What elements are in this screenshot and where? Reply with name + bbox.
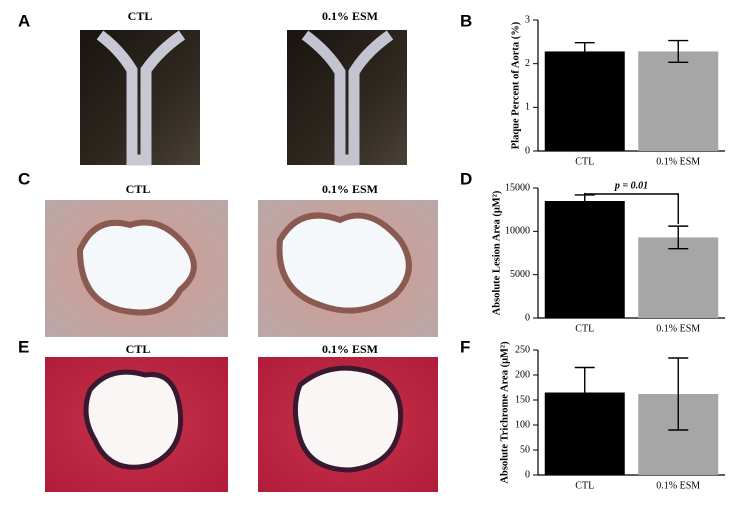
x-tick-label: 0.1% ESM — [656, 323, 700, 334]
error-bar — [668, 225, 689, 250]
image-title: 0.1% ESM — [322, 9, 378, 23]
error-bar — [668, 357, 689, 431]
lesion-section — [258, 200, 438, 337]
x-tick-label: CTL — [575, 156, 594, 167]
y-axis-label: Absolute Lesion Area (μM²) — [491, 190, 502, 315]
panel-label: B — [460, 11, 472, 30]
y-tick-label: 5000 — [510, 269, 530, 280]
y-tick-label: 1 — [525, 102, 530, 113]
panel-label: F — [460, 337, 470, 356]
image-title: 0.1% ESM — [322, 182, 378, 196]
error-bar — [574, 194, 595, 208]
y-tick-label: 200 — [515, 369, 530, 380]
significance-bracket — [584, 192, 679, 225]
image-title: CTL — [126, 182, 151, 196]
y-tick-label: 10000 — [505, 226, 530, 237]
y-tick-label: 150 — [515, 394, 530, 405]
bar — [638, 237, 719, 318]
error-bar — [574, 42, 595, 61]
x-tick-label: 0.1% ESM — [656, 480, 700, 491]
y-tick-label: 0 — [525, 469, 530, 480]
x-tick-label: 0.1% ESM — [656, 156, 700, 167]
aorta-photo — [80, 30, 200, 166]
image-title: CTL — [126, 342, 151, 356]
trichrome-section — [45, 357, 228, 492]
aorta-photo — [287, 30, 407, 166]
bar — [544, 51, 625, 151]
x-tick-label: CTL — [575, 323, 594, 334]
y-tick-label: 100 — [515, 419, 530, 430]
bar — [544, 201, 625, 318]
y-tick-label: 250 — [515, 344, 530, 355]
y-tick-label: 15000 — [505, 182, 530, 193]
error-bar — [574, 366, 595, 419]
y-axis-label: Plaque Percent of Aorta (%) — [510, 21, 521, 149]
x-tick-label: CTL — [575, 480, 594, 491]
annotation: p = 0.01 — [614, 180, 648, 191]
y-tick-label: 50 — [520, 444, 530, 455]
error-bar — [668, 39, 689, 64]
panel-label: A — [18, 11, 30, 30]
image-title: 0.1% ESM — [322, 342, 378, 356]
y-axis-label: Absolute Trichrome Area (μM²) — [499, 341, 510, 484]
y-tick-label: 2 — [525, 58, 530, 69]
y-tick-label: 3 — [525, 14, 530, 25]
y-tick-label: 0 — [525, 312, 530, 323]
trichrome-section — [258, 357, 438, 492]
bar — [638, 51, 719, 151]
lesion-section — [45, 200, 228, 337]
y-tick-label: 0 — [525, 145, 530, 156]
image-title: CTL — [128, 9, 153, 23]
panel-label: E — [18, 337, 29, 356]
panel-label: C — [18, 169, 30, 188]
panel-label: D — [460, 169, 472, 188]
